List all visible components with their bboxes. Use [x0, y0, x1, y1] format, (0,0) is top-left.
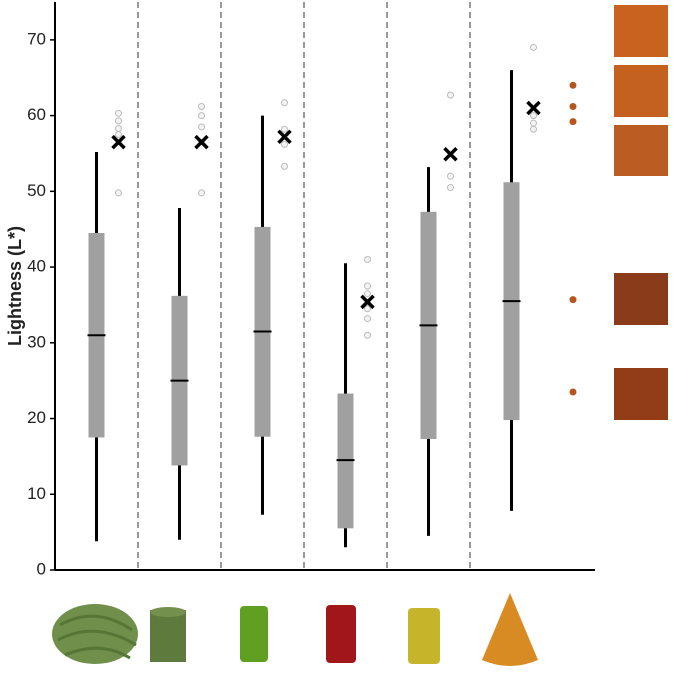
outlier [115, 189, 122, 197]
reference-point [569, 296, 577, 304]
y-tick-label: 30 [27, 332, 46, 351]
outlier [115, 124, 122, 132]
outlier [115, 117, 122, 125]
y-tick-label: 10 [27, 484, 46, 503]
outlier [198, 103, 205, 111]
red-candle [326, 605, 356, 663]
outlier [115, 131, 122, 139]
mean-marker [443, 146, 458, 162]
outlier [281, 125, 288, 133]
mean-marker [277, 129, 292, 145]
mean-marker [526, 100, 541, 116]
outlier [530, 125, 537, 133]
swatch [614, 368, 668, 420]
spool [150, 610, 186, 662]
outlier [281, 99, 288, 107]
plot-area: 0 10 20 30 40 50 60 70 [27, 2, 595, 578]
outlier [281, 162, 288, 170]
reference-point [569, 103, 577, 111]
outlier [447, 184, 454, 192]
reference-point [569, 81, 577, 89]
swatches [614, 5, 668, 420]
outlier [198, 123, 205, 131]
cone [482, 593, 538, 666]
outlier [364, 315, 371, 323]
outlier [364, 282, 371, 290]
yarn-strands [57, 614, 137, 660]
y-tick-label: 70 [27, 29, 46, 48]
mean-marker [111, 134, 126, 150]
objects [52, 593, 538, 666]
reference-point [569, 388, 577, 396]
outlier [364, 255, 371, 263]
outlier [447, 91, 454, 99]
outlier [530, 43, 537, 51]
outlier [364, 331, 371, 339]
y-tick-label: 0 [37, 559, 46, 578]
outlier [530, 112, 537, 120]
spool-top [150, 607, 186, 617]
y-tick-label: 60 [27, 105, 46, 124]
swatch [614, 273, 668, 325]
outlier [364, 290, 371, 298]
outlier [447, 172, 454, 180]
outlier [281, 140, 288, 148]
y-tick-label: 50 [27, 181, 46, 200]
yellow-candle [408, 608, 440, 664]
swatch [614, 125, 668, 176]
green-candle [240, 606, 268, 662]
swatch [614, 5, 668, 57]
swatch [614, 65, 668, 117]
outlier [198, 112, 205, 120]
outlier [198, 189, 205, 197]
outlier [530, 119, 537, 127]
reference-point [569, 118, 577, 126]
outlier [364, 305, 371, 313]
y-tick-label: 40 [27, 257, 46, 276]
mean-marker [194, 134, 209, 150]
y-tick-label: 20 [27, 408, 46, 427]
y-axis-title: Lightness (L*) [5, 226, 25, 346]
outlier [115, 109, 122, 117]
mean-marker [360, 294, 375, 310]
